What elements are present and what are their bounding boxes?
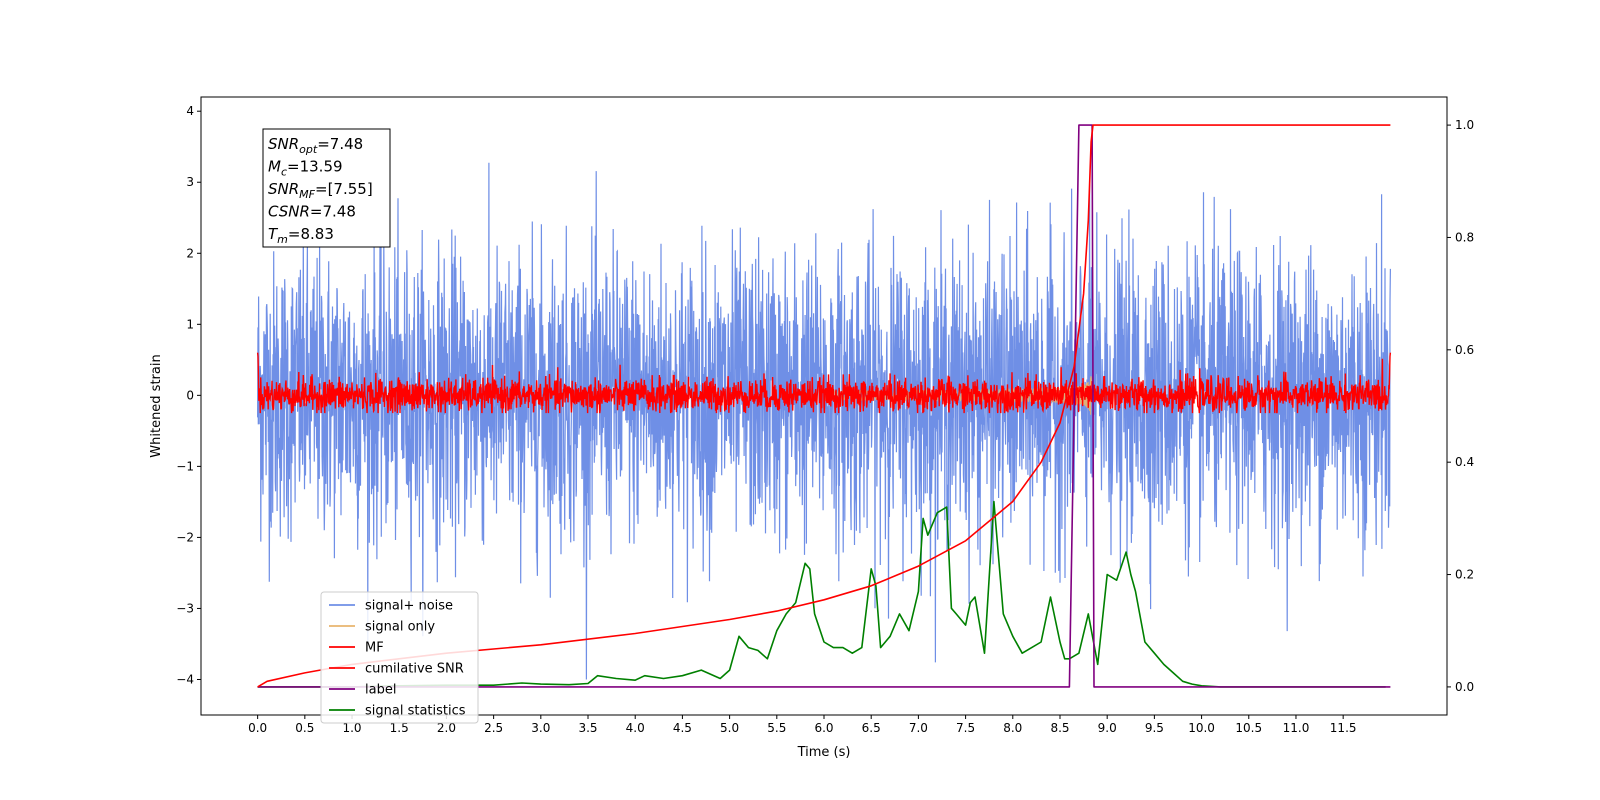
series-signal-statistics-line bbox=[257, 500, 1386, 688]
legend-label: MF bbox=[365, 641, 384, 656]
legend-label: signal only bbox=[365, 620, 435, 635]
x-tick-label: 0.0 bbox=[248, 721, 267, 735]
x-tick-label: 7.0 bbox=[909, 721, 928, 735]
annotation-line: CSNR=7.48 bbox=[268, 203, 356, 221]
x-tick-label: 4.0 bbox=[626, 721, 645, 735]
x-tick-label: 1.0 bbox=[342, 721, 361, 735]
x-axis-label: Time (s) bbox=[797, 745, 851, 760]
legend: signal+ noise signal only MF cumilative SNR… bbox=[320, 591, 479, 724]
x-tick-label: 8.5 bbox=[1050, 721, 1069, 735]
x-tick-label: 5.5 bbox=[767, 721, 786, 735]
y-tick-label: −4 bbox=[176, 672, 194, 686]
y-tick-label: 3 bbox=[186, 175, 194, 189]
y-tick-label: −3 bbox=[176, 601, 194, 615]
y-tick-label: −1 bbox=[176, 459, 194, 473]
x-tick-label: 11.0 bbox=[1283, 721, 1310, 735]
x-tick-label: 0.5 bbox=[295, 721, 314, 735]
annotation-line: Mc=13.59 bbox=[268, 158, 343, 179]
y2-tick-label: 0.6 bbox=[1455, 343, 1474, 357]
legend-frame bbox=[320, 591, 479, 724]
x-tick-label: 7.5 bbox=[956, 721, 975, 735]
y-axis-label: Whitened strain bbox=[149, 354, 164, 457]
x-tick-label: 10.5 bbox=[1235, 721, 1262, 735]
legend-label: label bbox=[365, 683, 396, 698]
legend-label: signal statistics bbox=[365, 704, 466, 719]
x-tick-label: 1.5 bbox=[390, 721, 409, 735]
x-tick-label: 6.0 bbox=[814, 721, 833, 735]
y-tick-label: 1 bbox=[186, 317, 194, 331]
x-tick-label: 9.0 bbox=[1098, 721, 1117, 735]
legend-label: signal+ noise bbox=[365, 599, 453, 614]
y2-tick-label: 0.2 bbox=[1455, 568, 1474, 582]
y2-tick-label: 0.4 bbox=[1455, 455, 1474, 469]
x-tick-label: 3.0 bbox=[531, 721, 550, 735]
x-tick-label: 6.5 bbox=[862, 721, 881, 735]
x-tick-label: 5.0 bbox=[720, 721, 739, 735]
x-tick-label: 4.5 bbox=[673, 721, 692, 735]
x-tick-label: 3.5 bbox=[578, 721, 597, 735]
y-tick-label: 4 bbox=[186, 104, 194, 118]
y2-tick-label: 0.0 bbox=[1455, 680, 1474, 694]
annotation-frame bbox=[262, 128, 391, 248]
x-tick-label: 2.0 bbox=[437, 721, 456, 735]
y2-tick-label: 0.8 bbox=[1455, 230, 1474, 244]
y-tick-label: 2 bbox=[186, 246, 194, 260]
y-tick-label: 0 bbox=[186, 388, 194, 402]
y-tick-label: −2 bbox=[176, 530, 194, 544]
annotation-line: SNRopt=7.48 bbox=[268, 135, 363, 156]
x-tick-label: 8.0 bbox=[1003, 721, 1022, 735]
x-tick-label: 9.5 bbox=[1145, 721, 1164, 735]
x-tick-label: 10.0 bbox=[1188, 721, 1215, 735]
annotation-line: SNRMF=[7.55] bbox=[268, 180, 373, 201]
legend-label: cumilative SNR bbox=[365, 662, 464, 677]
x-tick-label: 2.5 bbox=[484, 721, 503, 735]
y2-tick-label: 1.0 bbox=[1455, 118, 1474, 132]
series-mf-line bbox=[256, 352, 1392, 414]
x-tick-label: 11.5 bbox=[1330, 721, 1357, 735]
annotation-line: Tm=8.83 bbox=[268, 225, 334, 246]
series-label-line bbox=[257, 124, 1391, 688]
